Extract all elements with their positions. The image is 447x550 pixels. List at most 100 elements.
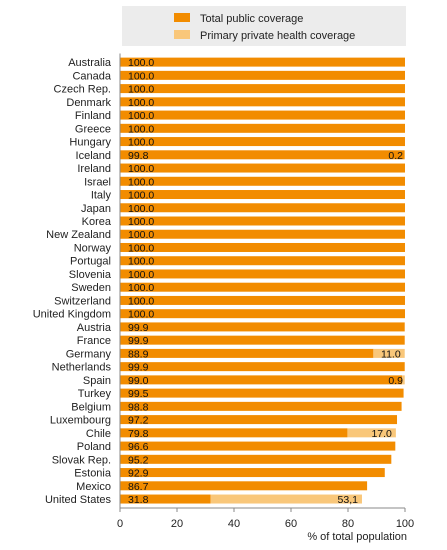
x-tick-label-100: 100: [396, 518, 414, 530]
value-label-public-italy: 100.0: [128, 190, 154, 202]
bar-public-united-states: [120, 494, 211, 504]
bar-public-ireland: [120, 163, 405, 173]
value-label-public-czech-rep: 100.0: [128, 84, 154, 96]
value-label-private-chile: 17.0: [371, 428, 392, 440]
bar-public-new-zealand: [120, 229, 405, 239]
category-label-germany: Germany: [66, 348, 112, 360]
value-label-public-turkey: 99.5: [128, 388, 149, 400]
value-label-public-chile: 79.8: [128, 428, 149, 440]
category-label-israel: Israel: [84, 176, 111, 188]
value-label-public-korea: 100.0: [128, 216, 154, 228]
value-label-public-greece: 100.0: [128, 123, 154, 135]
category-label-slovenia: Slovenia: [69, 269, 112, 281]
value-label-public-luxembourg: 97.2: [128, 415, 149, 427]
category-label-sweden: Sweden: [71, 282, 111, 294]
bar-public-luxembourg: [120, 415, 398, 425]
plot-area: Australia 100.0 Canada 100.0 Czech Rep. 100.0…: [33, 53, 405, 508]
bar-public-turkey: [120, 388, 404, 398]
value-label-private-spain: 0.9: [388, 375, 403, 387]
value-label-public-portugal: 100.0: [128, 256, 154, 268]
value-label-public-ireland: 100.0: [128, 163, 154, 175]
category-label-ireland: Ireland: [77, 163, 111, 175]
category-label-spain: Spain: [83, 375, 111, 387]
bar-public-italy: [120, 190, 405, 200]
x-axis: % of total population 0 20 40 60 80 100: [117, 507, 414, 543]
category-label-estonia: Estonia: [74, 468, 112, 480]
bar-public-korea: [120, 216, 405, 226]
value-label-public-norway: 100.0: [128, 242, 154, 254]
category-label-belgium: Belgium: [71, 401, 111, 413]
value-label-public-sweden: 100.0: [128, 282, 154, 294]
legend-background: [122, 6, 406, 46]
bar-public-chile: [120, 428, 348, 438]
value-label-public-poland: 96.6: [128, 441, 149, 453]
bar-public-israel: [120, 176, 405, 186]
bar-public-portugal: [120, 256, 405, 266]
bar-private-germany: [373, 348, 405, 358]
bar-public-spain: [120, 375, 403, 385]
category-label-italy: Italy: [91, 190, 112, 202]
legend-swatch-private: [174, 30, 190, 39]
bar-public-japan: [120, 203, 405, 213]
category-label-denmark: Denmark: [66, 97, 111, 109]
value-label-public-france: 99.9: [128, 335, 149, 347]
x-axis-title: % of total population: [307, 531, 407, 543]
category-label-czech-rep: Czech Rep.: [54, 84, 111, 96]
value-label-public-germany: 88.9: [128, 348, 149, 360]
x-tick-label-20: 20: [171, 518, 183, 530]
category-label-turkey: Turkey: [78, 388, 112, 400]
value-label-public-belgium: 98.8: [128, 401, 149, 413]
category-label-austria: Austria: [77, 322, 112, 334]
bar-public-slovak-rep: [120, 454, 392, 464]
bar-private-spain: [402, 375, 405, 385]
bar-public-hungary: [120, 137, 405, 147]
bar-public-mexico: [120, 481, 368, 491]
bar-public-norway: [120, 242, 405, 252]
bar-public-slovenia: [120, 269, 405, 279]
value-label-public-finland: 100.0: [128, 110, 154, 122]
category-label-finland: Finland: [75, 110, 111, 122]
category-label-mexico: Mexico: [76, 481, 111, 493]
value-label-public-austria: 99.9: [128, 322, 149, 334]
bar-public-denmark: [120, 97, 405, 107]
category-label-united-states: United States: [45, 494, 112, 506]
x-tick-label-60: 60: [285, 518, 297, 530]
category-label-new-zealand: New Zealand: [46, 229, 111, 241]
bar-public-czech-rep: [120, 84, 405, 94]
category-label-poland: Poland: [77, 441, 111, 453]
value-label-public-slovak-rep: 95.2: [128, 454, 149, 466]
bar-public-austria: [120, 322, 405, 332]
bar-public-canada: [120, 70, 405, 80]
value-label-public-denmark: 100.0: [128, 97, 154, 109]
category-label-slovak-rep: Slovak Rep.: [52, 454, 111, 466]
value-label-private-united-states: 53,1: [338, 494, 359, 506]
value-label-public-switzerland: 100.0: [128, 295, 154, 307]
bar-public-france: [120, 335, 405, 345]
category-label-canada: Canada: [72, 70, 111, 82]
value-label-public-canada: 100.0: [128, 70, 154, 82]
value-label-public-united-states: 31.8: [128, 494, 149, 506]
category-label-chile: Chile: [86, 428, 111, 440]
value-label-public-mexico: 86.7: [128, 481, 149, 493]
value-label-private-iceland: 0.2: [388, 150, 403, 162]
bar-public-australia: [120, 57, 405, 67]
category-label-hungary: Hungary: [69, 137, 111, 149]
legend-label-public: Total public coverage: [200, 13, 303, 25]
value-label-public-japan: 100.0: [128, 203, 154, 215]
bar-private-chile: [347, 428, 396, 438]
x-tick-label-40: 40: [228, 518, 240, 530]
bar-public-belgium: [120, 401, 402, 411]
x-tick-label-80: 80: [342, 518, 354, 530]
value-label-public-netherlands: 99.9: [128, 362, 149, 374]
bar-public-greece: [120, 123, 405, 133]
category-label-united-kingdom: United Kingdom: [33, 309, 111, 321]
legend-swatch-public: [174, 13, 190, 22]
value-label-private-germany: 11.0: [381, 348, 401, 360]
bar-public-germany: [120, 348, 374, 358]
value-label-public-estonia: 92.9: [128, 468, 149, 480]
category-label-greece: Greece: [75, 123, 111, 135]
value-label-public-new-zealand: 100.0: [128, 229, 154, 241]
legend: Total public coverage Primary private he…: [122, 6, 406, 46]
category-label-iceland: Iceland: [76, 150, 111, 162]
